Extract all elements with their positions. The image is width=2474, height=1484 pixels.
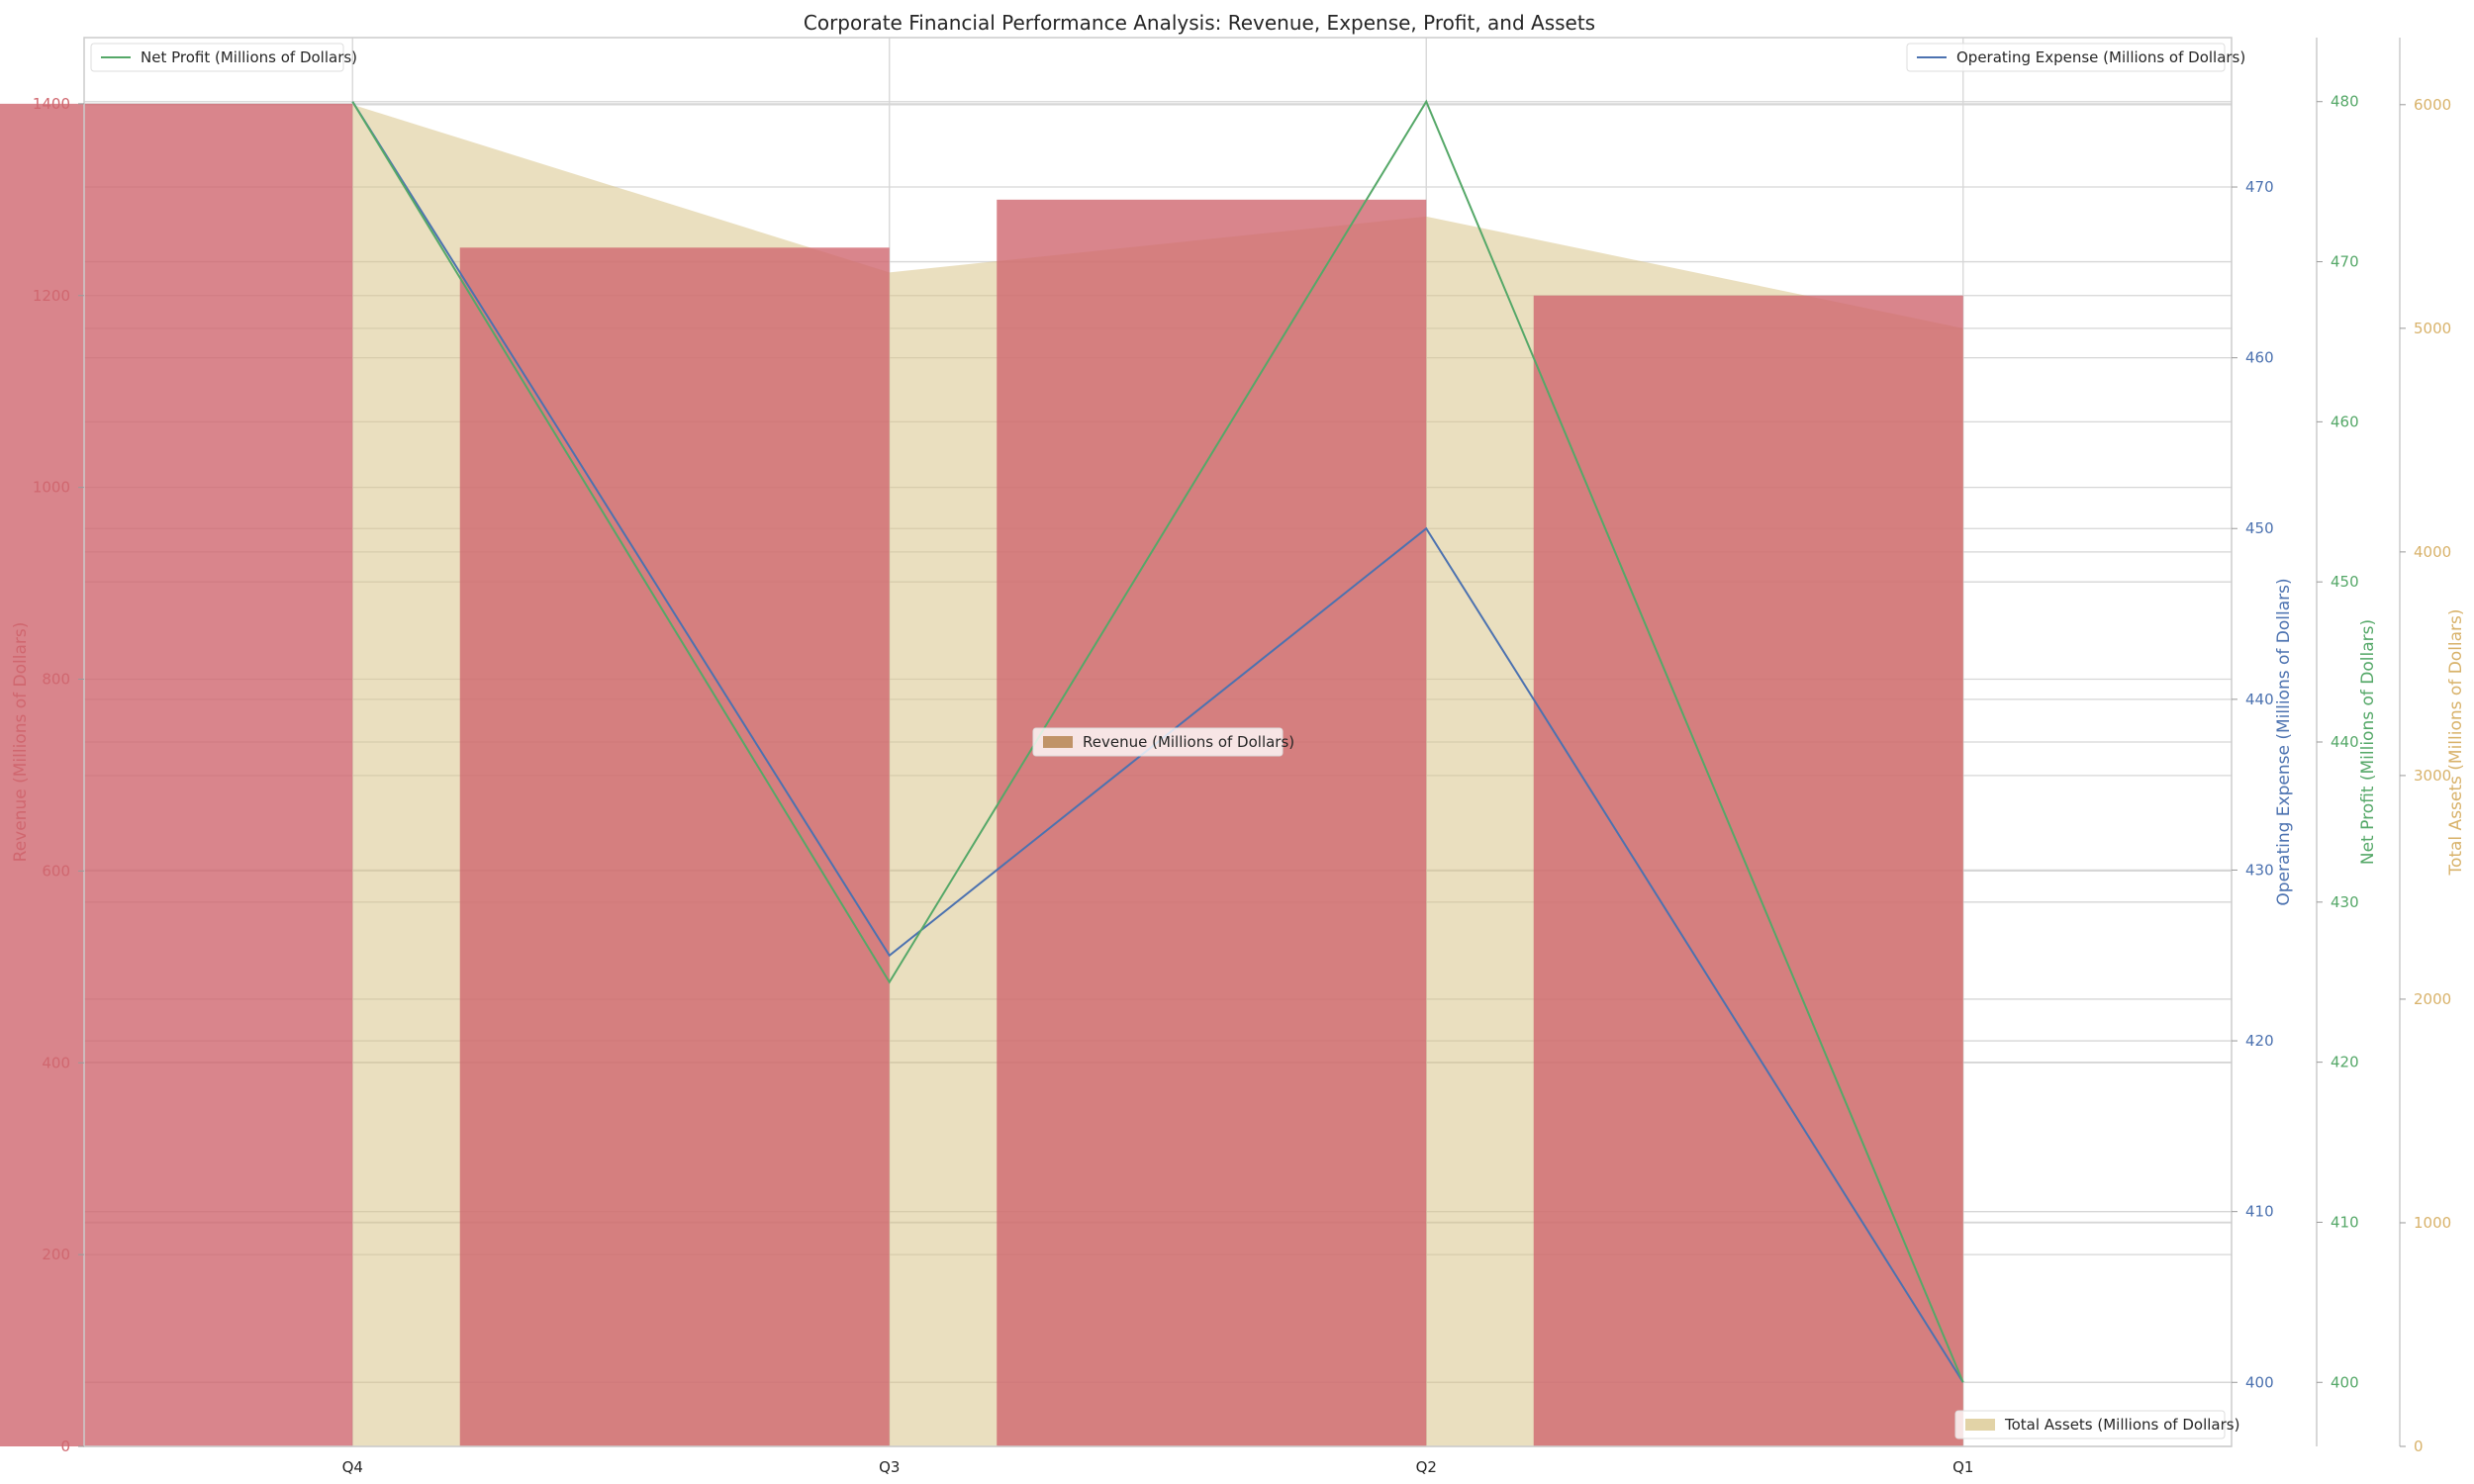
tick-label-right-2: 460 [2331,413,2359,430]
tick-label-right-3: 4000 [2414,543,2451,561]
revenue-bar-Q3 [459,247,890,1446]
axis-label-right-3: Total Assets (Millions of Dollars) [2446,608,2466,876]
left-tick-label: 200 [42,1246,70,1263]
tick-label-right-3: 3000 [2414,767,2451,785]
left-tick-label: 400 [42,1054,70,1071]
tick-label-right-1: 440 [2245,691,2274,708]
chart-title: Corporate Financial Performance Analysis… [804,11,1595,35]
legend-revenue-box [1032,727,1284,757]
legend-revenue-swatch [1043,736,1073,748]
left-tick-label: 1400 [33,95,70,113]
tick-label-right-2: 400 [2331,1373,2359,1391]
tick-label-right-1: 460 [2245,349,2274,367]
net-profit-line [351,99,1964,1383]
legend-total-assets-swatch [1965,1419,1995,1431]
tick-label-right-2: 410 [2331,1213,2359,1231]
legend-net-profit-label: Net Profit (Millions of Dollars) [141,48,357,66]
tick-label-right-1: 470 [2245,178,2274,196]
left-tick-label: 800 [42,671,70,689]
tick-label-right-2: 450 [2331,573,2359,591]
tick-label-right-1: 420 [2245,1032,2274,1050]
tick-label-right-1: 410 [2245,1203,2274,1221]
tick-label-right-2: 430 [2331,893,2359,911]
axis-label-right-1: Operating Expense (Millions of Dollars) [2274,578,2294,905]
revenue-bar-Q4 [0,103,353,1446]
revenue-bar-Q2 [997,199,1427,1447]
tick-label-right-2: 420 [2331,1054,2359,1071]
x-tick-label: Q1 [1952,1458,1973,1476]
left-tick-label: 1000 [33,479,70,497]
left-tick-label: 600 [42,862,70,880]
tick-label-right-1: 430 [2245,861,2274,879]
left-axis-label: Revenue (Millions of Dollars) [11,622,31,863]
tick-label-right-3: 2000 [2414,990,2451,1008]
plot-frame [83,37,2233,1447]
left-tick-label: 0 [60,1438,70,1455]
legend-operating-expense-box [1906,43,2226,72]
left-tick-label: 1200 [33,287,70,305]
legend-total-assets: Total Assets (Millions of Dollars) [1954,1410,2239,1439]
axis-label-right-2: Net Profit (Millions of Dollars) [2358,619,2378,865]
tick-label-right-2: 480 [2331,93,2359,111]
legend-revenue: Revenue (Millions of Dollars) [1032,727,1294,757]
legend-net-profit-box [90,43,344,72]
tick-label-right-3: 1000 [2414,1214,2451,1232]
tick-label-right-3: 0 [2414,1438,2424,1455]
legend-net-profit: Net Profit (Millions of Dollars) [90,43,357,72]
revenue-bars-layer [0,103,1963,1447]
legend-operating-expense: Operating Expense (Millions of Dollars) [1906,43,2245,72]
legends-layer: Net Profit (Millions of Dollars) Operatin… [90,43,2245,1439]
tick-label-right-3: 5000 [2414,320,2451,337]
tick-label-right-2: 440 [2331,733,2359,751]
legend-operating-expense-label: Operating Expense (Millions of Dollars) [1956,48,2245,66]
legend-total-assets-label: Total Assets (Millions of Dollars) [2004,1416,2239,1434]
tick-label-right-3: 6000 [2414,96,2451,114]
tick-label-right-2: 470 [2331,253,2359,271]
legend-revenue-label: Revenue (Millions of Dollars) [1083,733,1294,751]
tick-label-right-1: 450 [2245,519,2274,537]
x-tick-label: Q2 [1416,1458,1437,1476]
x-tick-label: Q4 [342,1458,363,1476]
axes-layer: Q4 Q3 Q2 Q1 0 200 400 600 800 1000 1200 1400 Revenue… [11,37,2466,1476]
tick-label-right-1: 400 [2245,1373,2274,1391]
x-tick-label: Q3 [879,1458,900,1476]
legend-total-assets-box [1954,1410,2226,1439]
